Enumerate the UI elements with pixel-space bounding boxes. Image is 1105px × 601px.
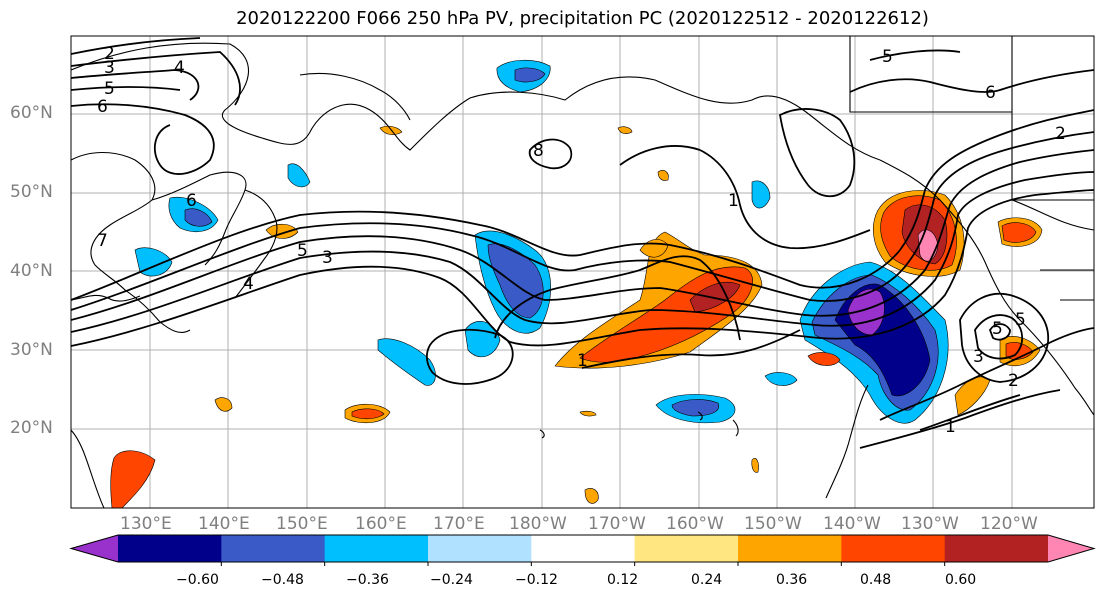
contour-label: 5 — [992, 319, 1003, 339]
lon-label: 150°E — [276, 514, 328, 534]
colorbar-tick-label: 0.24 — [691, 572, 723, 588]
colorbar-bin — [531, 535, 636, 562]
map-frame — [70, 35, 1095, 509]
lon-label: 120°W — [980, 514, 1038, 534]
colorbar-tick-label: −0.36 — [346, 572, 389, 588]
contour-label: 4 — [243, 274, 254, 294]
contour-labels: 2 3 4 5 6 6 7 5 4 3 8 1 5 6 2 1 5 3 2 1 … — [97, 44, 1066, 437]
lon-label: 180°W — [509, 514, 567, 534]
contour-label: 2 — [1055, 124, 1066, 144]
colorbar-tick-label: −0.24 — [430, 572, 473, 588]
contour-label: 6 — [97, 97, 108, 117]
lon-label: 130°E — [120, 514, 172, 534]
contour-label: 5 — [1015, 310, 1026, 330]
contour-label: 8 — [533, 141, 544, 161]
colorbar-bin — [221, 535, 326, 562]
lat-label: 30°N — [10, 340, 53, 360]
contour-label: 3 — [973, 347, 984, 367]
lon-label: 130°W — [901, 514, 959, 534]
contour-label: 6 — [985, 83, 996, 103]
contour-label: 2 — [104, 44, 115, 64]
contour-label: 6 — [186, 191, 197, 211]
lon-label: 150°W — [744, 514, 802, 534]
contour-label: 4 — [174, 58, 185, 78]
colorbar-tick-label: −0.12 — [515, 572, 558, 588]
colorbar-tick-label: −0.48 — [261, 572, 304, 588]
colorbar-outline — [69, 534, 1096, 563]
lat-label: 40°N — [10, 261, 53, 281]
colorbar-bin — [944, 535, 1049, 562]
contour-label: 1 — [577, 351, 588, 371]
lon-label: 160°E — [355, 514, 407, 534]
lat-label: 60°N — [10, 103, 53, 123]
contour-label: 1 — [945, 417, 956, 437]
lon-label: 170°E — [433, 514, 485, 534]
colorbar-extend-max — [1048, 535, 1094, 562]
contour-label: 1 — [728, 191, 739, 211]
colorbar-tick-label: 0.36 — [776, 572, 808, 588]
contour-label: 5 — [297, 241, 308, 261]
map-title: 2020122200 F066 250 hPa PV, precipitatio… — [236, 8, 929, 29]
colorbar-bin — [634, 535, 739, 562]
colorbar — [69, 534, 1096, 566]
colorbar-bin — [841, 535, 946, 562]
colorbar-extend-min — [71, 535, 118, 562]
colorbar-bin — [118, 535, 222, 562]
contour-label: 5 — [882, 47, 893, 67]
lon-label: 140°E — [198, 514, 250, 534]
lat-label: 50°N — [10, 182, 53, 202]
lon-label: 170°W — [588, 514, 646, 534]
contour-label: 3 — [104, 58, 115, 78]
lon-label: 140°W — [823, 514, 881, 534]
colorbar-bin — [324, 535, 429, 562]
lat-label: 20°N — [10, 418, 53, 438]
colorbar-bin — [738, 535, 842, 562]
pv-contours — [71, 37, 1094, 449]
contour-label: 5 — [104, 79, 115, 99]
colorbar-tick-label: 0.12 — [607, 572, 639, 588]
colorbar-tick-label: −0.60 — [176, 572, 219, 588]
colorbar-tick-label: 0.60 — [945, 572, 977, 588]
colorbar-bin — [428, 535, 532, 562]
contour-label: 3 — [322, 248, 333, 268]
contour-label: 7 — [97, 231, 108, 251]
lon-label: 160°W — [666, 514, 724, 534]
colorbar-tick-label: 0.48 — [860, 572, 892, 588]
contour-label: 2 — [1008, 371, 1019, 391]
